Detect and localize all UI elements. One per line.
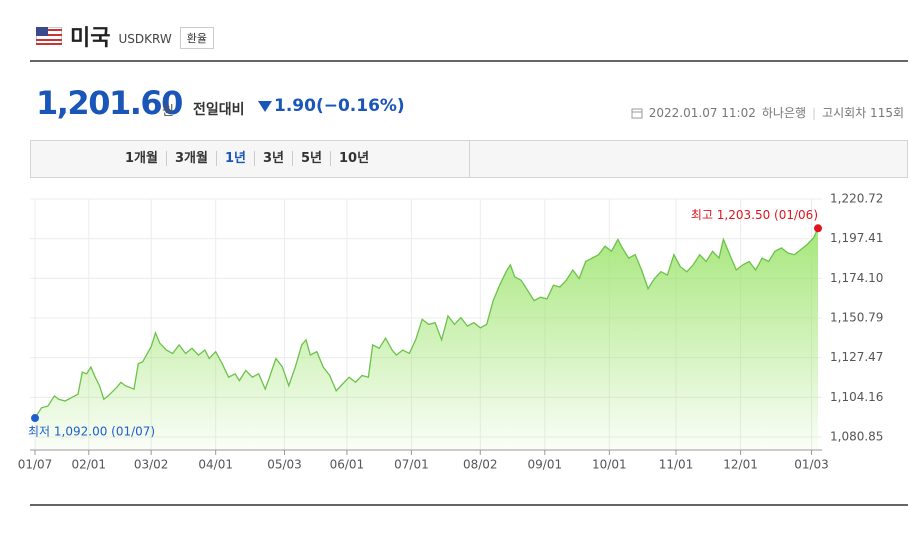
period-tab[interactable]: 5년	[291, 151, 330, 166]
annotation: 최고 1,203.50 (01/06)	[691, 208, 818, 222]
x-tick-label: 01/03	[794, 458, 829, 472]
y-tick-label: 1,197.41	[830, 231, 883, 245]
period-tab[interactable]: 10년	[329, 151, 377, 166]
down-arrow	[258, 101, 272, 112]
header: 미국 USDKRW 환율	[36, 20, 214, 52]
x-tick-label: 06/01	[330, 458, 365, 472]
y-tick-label: 1,080.85	[830, 430, 883, 444]
period-tab[interactable]: 3개월	[165, 151, 216, 166]
x-tick-label: 02/01	[71, 458, 106, 472]
calendar-icon	[631, 108, 643, 118]
chart: 1,080.85 1,104.16 1,127.47 1,150.79 1,174.10…	[18, 192, 884, 472]
rate-button[interactable]: 환율	[179, 27, 214, 49]
x-tick-label: 05/03	[267, 458, 302, 472]
tab-divider	[469, 141, 470, 177]
x-tick-label: 04/01	[198, 458, 233, 472]
y-tick-label: 1,104.16	[830, 390, 883, 404]
quote-meta: 2022.01.07 11:02 하나은행 | 고시회차 115회	[631, 104, 904, 121]
period-tab[interactable]: 3년	[253, 151, 292, 166]
x-tick-label: 03/02	[134, 458, 169, 472]
tab-list: 1개월 3개월 1년 3년 5년 10년	[117, 151, 377, 166]
currency-code: USDKRW	[118, 32, 172, 46]
x-tick-label: 11/01	[659, 458, 694, 472]
y-tick-label: 1,127.47	[830, 350, 883, 364]
annotation: 최저 1,092.00 (01/07)	[28, 425, 155, 439]
separator: |	[812, 105, 817, 120]
price: 1,201.60	[36, 84, 183, 122]
price-unit: 원	[162, 104, 174, 119]
bank: 하나은행	[761, 106, 807, 120]
extreme-point	[814, 224, 822, 233]
divider	[30, 504, 908, 506]
period-tab[interactable]: 1년	[215, 151, 254, 166]
y-tick-label: 1,150.79	[830, 310, 883, 324]
period-tab[interactable]: 1개월	[125, 151, 158, 166]
change: 1.90(−0.16%)	[258, 96, 405, 116]
area	[35, 228, 818, 450]
x-tick-label: 07/01	[394, 458, 429, 472]
quote-date: 2022.01.07 11:02	[648, 105, 756, 120]
x-tick-label: 01/07	[18, 458, 53, 472]
extreme-point	[31, 414, 39, 423]
x-tick-label: 09/01	[528, 458, 563, 472]
title: 미국	[70, 26, 111, 51]
divider	[30, 60, 908, 62]
round: 고시회차 115회	[822, 106, 904, 120]
flag-icon	[36, 27, 62, 45]
period-tabs: 1개월 3개월 1년 3년 5년 10년	[30, 140, 908, 178]
x-tick-label: 08/02	[463, 458, 498, 472]
y-tick-label: 1,220.72	[830, 192, 883, 206]
x-tick-label: 10/01	[592, 458, 627, 472]
line	[34, 228, 819, 419]
change-label: 전일대비	[193, 102, 245, 118]
x-tick-label: 12/01	[723, 458, 758, 472]
change-value: 1.90(−0.16%)	[274, 96, 405, 116]
y-tick-label: 1,174.10	[830, 271, 883, 285]
